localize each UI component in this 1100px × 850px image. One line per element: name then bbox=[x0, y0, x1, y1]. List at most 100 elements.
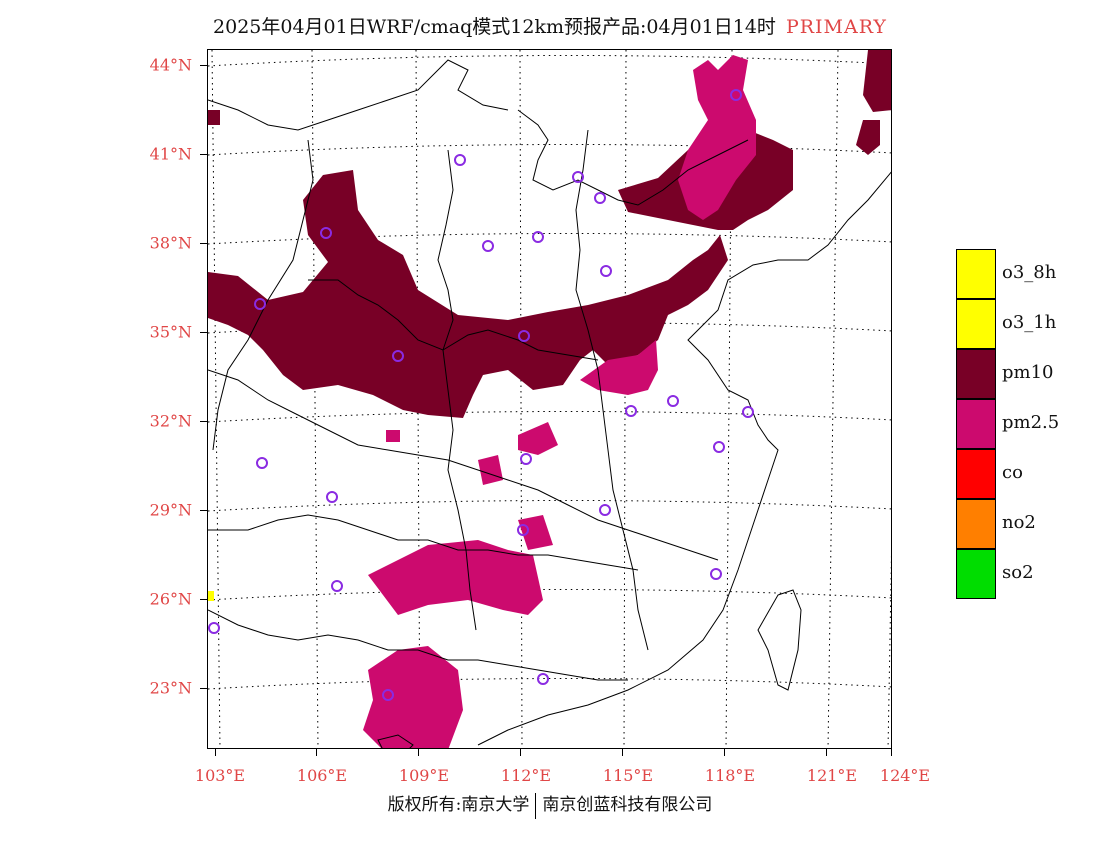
map-canvas bbox=[208, 50, 891, 748]
lat-tick bbox=[200, 65, 208, 66]
coastline bbox=[477, 171, 891, 746]
inner-border-4 bbox=[208, 369, 719, 561]
lat-tick bbox=[200, 599, 208, 600]
footer-separator bbox=[535, 792, 537, 819]
lon-label-124e: 124°E bbox=[879, 766, 931, 785]
lat-tick bbox=[200, 510, 208, 511]
station-marker bbox=[518, 330, 530, 342]
pm10-northeast-spot bbox=[856, 120, 880, 155]
legend-label: o3_1h bbox=[1002, 312, 1057, 333]
legend-swatch bbox=[956, 499, 996, 549]
lon-tick bbox=[215, 748, 216, 756]
station-marker bbox=[331, 580, 343, 592]
station-marker bbox=[713, 441, 725, 453]
station-marker bbox=[710, 568, 722, 580]
lat-label-32n: 32°N bbox=[149, 411, 192, 431]
lat-tick bbox=[200, 421, 208, 422]
lat-label-26n: 26°N bbox=[149, 589, 192, 609]
legend-swatch bbox=[956, 549, 996, 599]
lat-tick bbox=[200, 154, 208, 155]
inner-border-2 bbox=[517, 109, 749, 206]
station-marker bbox=[454, 154, 466, 166]
lat-label-38n: 38°N bbox=[149, 233, 192, 253]
hainan bbox=[377, 734, 414, 748]
station-marker bbox=[254, 298, 266, 310]
pm25-hubei-spots bbox=[478, 455, 503, 485]
legend-swatch bbox=[956, 449, 996, 499]
station-marker bbox=[382, 689, 394, 701]
lon-tick bbox=[316, 748, 317, 756]
lon-label-118e: 118°E bbox=[704, 766, 756, 785]
legend-label: pm2.5 bbox=[1002, 412, 1060, 433]
pm25-northeast-plume bbox=[678, 55, 756, 220]
inner-border-5 bbox=[208, 514, 639, 571]
lon-label-109e: 109°E bbox=[398, 766, 450, 785]
copyright-footer: 版权所有:南京大学 南京创蓝科技有限公司 bbox=[0, 790, 1100, 819]
lon-tick bbox=[826, 748, 827, 756]
pm25-southwest-band bbox=[368, 540, 543, 615]
inner-border-9 bbox=[212, 139, 314, 451]
lon-tick bbox=[724, 748, 725, 756]
pm10-northeast bbox=[863, 50, 891, 112]
lat-tick bbox=[200, 332, 208, 333]
station-marker bbox=[392, 350, 404, 362]
station-marker bbox=[320, 227, 332, 239]
station-marker bbox=[532, 231, 544, 243]
pm25-guangxi bbox=[363, 646, 463, 748]
pm25-central-patches bbox=[518, 422, 558, 455]
lat-tick bbox=[200, 243, 208, 244]
lon-label-112e: 112°E bbox=[500, 766, 552, 785]
pm10-west-edge bbox=[208, 110, 220, 125]
lon-tick bbox=[418, 748, 419, 756]
lat-label-44n: 44°N bbox=[149, 55, 192, 75]
station-marker bbox=[517, 524, 529, 536]
legend-label: o3_8h bbox=[1002, 262, 1057, 283]
lon-tick bbox=[891, 748, 892, 756]
boundaries bbox=[208, 59, 891, 748]
lat-label-41n: 41°N bbox=[149, 144, 192, 164]
station-marker bbox=[326, 491, 338, 503]
station-marker bbox=[208, 622, 220, 634]
forecast-map bbox=[207, 49, 892, 749]
stations bbox=[208, 89, 754, 701]
legend-label: no2 bbox=[1002, 512, 1036, 533]
lon-label-121e: 121°E bbox=[806, 766, 858, 785]
title-main: 2025年04月01日WRF/cmaq模式12km预报产品:04月01日14时 bbox=[213, 16, 776, 38]
taiwan bbox=[757, 589, 802, 691]
pm10-northern-belt bbox=[208, 170, 728, 418]
station-marker bbox=[594, 192, 606, 204]
station-marker bbox=[600, 265, 612, 277]
title-primary-tag: PRIMARY bbox=[785, 16, 887, 38]
lon-tick bbox=[520, 748, 521, 756]
inner-border-7 bbox=[437, 149, 477, 631]
legend-swatch bbox=[956, 249, 996, 299]
lat-label-23n: 23°N bbox=[149, 678, 192, 698]
station-marker bbox=[482, 240, 494, 252]
station-marker bbox=[742, 406, 754, 418]
station-marker bbox=[537, 673, 549, 685]
legend-swatch bbox=[956, 349, 996, 399]
legend-swatch bbox=[956, 399, 996, 449]
inner-border-1 bbox=[208, 59, 509, 131]
footer-left: 版权所有:南京大学 bbox=[387, 795, 530, 815]
lon-label-103e: 103°E bbox=[194, 766, 246, 785]
station-marker bbox=[256, 457, 268, 469]
legend-label: so2 bbox=[1002, 562, 1034, 583]
map-title: 2025年04月01日WRF/cmaq模式12km预报产品:04月01日14时 P… bbox=[0, 12, 1100, 39]
legend-swatch bbox=[956, 299, 996, 349]
o3-spot bbox=[208, 591, 214, 601]
lon-label-115e: 115°E bbox=[602, 766, 654, 785]
station-marker bbox=[625, 405, 637, 417]
station-marker bbox=[572, 171, 584, 183]
lon-tick bbox=[622, 748, 623, 756]
lon-label-106e: 106°E bbox=[296, 766, 348, 785]
legend-label: co bbox=[1002, 462, 1023, 483]
inner-border-6 bbox=[208, 609, 628, 681]
lat-label-29n: 29°N bbox=[149, 500, 192, 520]
lat-tick bbox=[200, 688, 208, 689]
station-marker bbox=[599, 504, 611, 516]
pm25-small-red bbox=[386, 430, 400, 442]
footer-right: 南京创蓝科技有限公司 bbox=[542, 795, 713, 815]
station-marker bbox=[667, 395, 679, 407]
station-marker bbox=[520, 453, 532, 465]
